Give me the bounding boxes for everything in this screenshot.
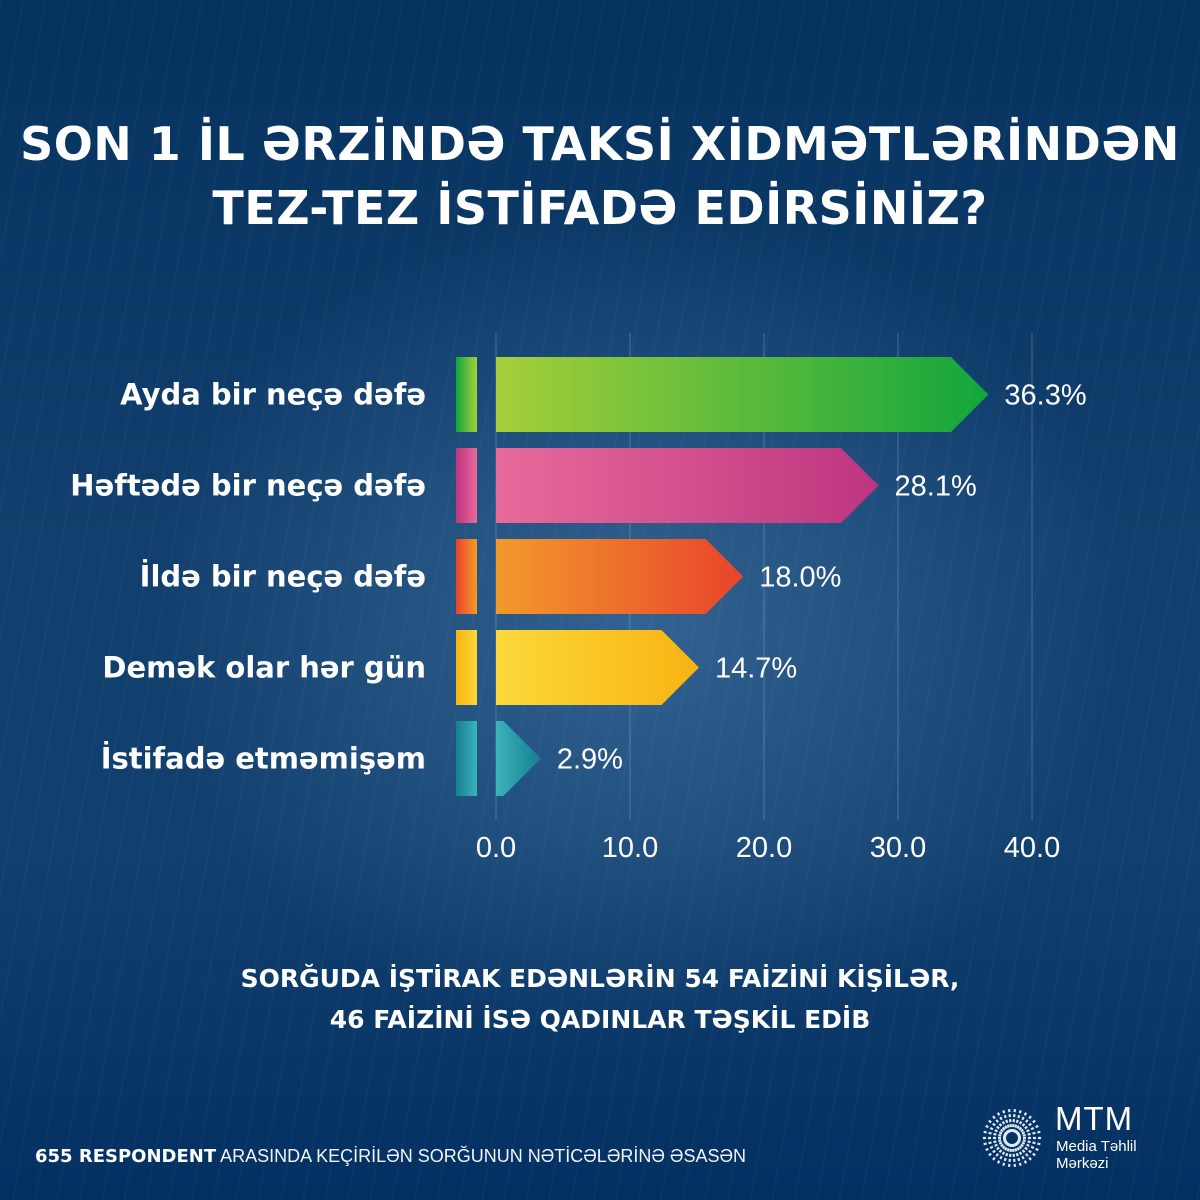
value-label: 28.1% [895, 471, 977, 503]
x-tick-label: 20.0 [736, 832, 792, 864]
value-labels: 36.3% 28.1% 18.0% 14.7% 2.9% [557, 380, 1087, 776]
logo-ray [1007, 1107, 1013, 1133]
value-label: 2.9% [557, 744, 623, 776]
title-line-2: TEZ-TEZ İSTİFADƏ EDİRSİNİZ? [212, 181, 988, 235]
logo-subtitle-line-2: Mərkəzi [1056, 1155, 1109, 1172]
logo-ray [991, 1114, 1009, 1135]
page-title: SON 1 İL ƏRZİNDƏ TAKSİ XİDMƏTLƏRİNDƏN TE… [0, 112, 1200, 240]
logo-ray [991, 1141, 1009, 1162]
bar-stub [456, 721, 477, 796]
logo-ray [996, 1142, 1010, 1166]
logo-ray [984, 1124, 1007, 1137]
x-tick-label: 30.0 [870, 832, 926, 864]
note-line-1: SORĞUDA İŞTİRAK EDƏNLƏRİN 54 FAİZİNİ KİŞ… [240, 964, 960, 993]
logo-ray [1001, 1143, 1012, 1168]
bar-stub [456, 448, 477, 523]
x-tick-label: 40.0 [1004, 832, 1060, 864]
logo-ray [1015, 1114, 1033, 1135]
logo-ray [1017, 1130, 1042, 1138]
logo-subtitle-line-1: Media Təhlil [1056, 1138, 1137, 1155]
logo-ray [1011, 1107, 1017, 1133]
bar-stub [456, 357, 477, 432]
logo-burst-icon [982, 1107, 1042, 1169]
bar [496, 539, 744, 614]
category-label: Ayda bir neçə dəfə [120, 378, 426, 412]
logo-ray [1017, 1139, 1040, 1152]
logo-name: MTM [1055, 1100, 1134, 1137]
logo-ray [987, 1118, 1008, 1136]
logo-ray [982, 1130, 1007, 1138]
logo-ray [1001, 1108, 1012, 1133]
mtm-logo: MTM Media Təhlil Mərkəzi [982, 1100, 1157, 1176]
category-label: İldə bir neçə dəfə [140, 560, 426, 594]
logo-ray [1015, 1141, 1033, 1162]
bar [496, 357, 989, 432]
bar [496, 721, 541, 796]
logo-ray [1016, 1118, 1037, 1136]
bar [496, 448, 879, 523]
footer-respondents: 655 RESPONDENT [35, 1146, 217, 1167]
value-label: 18.0% [759, 562, 841, 594]
x-tick-label: 0.0 [476, 832, 516, 864]
logo-ray [982, 1138, 1007, 1146]
x-tick-label: 10.0 [602, 832, 658, 864]
logo-ray [987, 1140, 1008, 1158]
value-label: 36.3% [1004, 380, 1086, 412]
logo-ray [1007, 1143, 1013, 1169]
logo-ray [1014, 1110, 1028, 1134]
logo-ray [984, 1139, 1007, 1152]
survey-note: SORĞUDA İŞTİRAK EDƏNLƏRİN 54 FAİZİNİ KİŞ… [0, 958, 1200, 1040]
footer-text: ARASINDA KEÇİRİLƏN SORĞUNUN NƏTİCƏLƏRİNƏ… [220, 1146, 747, 1166]
logo-ray [1014, 1142, 1028, 1166]
logo-ray [996, 1110, 1010, 1134]
logo-subtitle: Media Təhlil Mərkəzi [1056, 1138, 1137, 1172]
note-line-2: 46 FAİZİNİ İSƏ QADINLAR TƏŞKİL EDİB [329, 1005, 871, 1034]
x-tick-labels: 0.0 10.0 20.0 30.0 40.0 [476, 832, 1060, 864]
bar [496, 630, 699, 705]
bars [456, 357, 989, 796]
logo-ray [1017, 1138, 1042, 1146]
category-label: Həftədə bir neçə dəfə [70, 469, 426, 503]
category-label: Demək olar hər gün [102, 651, 426, 685]
bar-chart: Ayda bir neçə dəfə Həftədə bir neçə dəfə İ… [70, 333, 1087, 864]
category-labels: Ayda bir neçə dəfə Həftədə bir neçə dəfə İ… [70, 378, 426, 776]
logo-ray [1011, 1143, 1017, 1169]
bar-stub [456, 539, 477, 614]
footer-source: 655 RESPONDENT ARASINDA KEÇİRİLƏN SORĞUN… [35, 1146, 746, 1167]
logo-ray [1016, 1140, 1037, 1158]
bar-stub [456, 630, 477, 705]
category-label: İstifadə etməmişəm [101, 742, 426, 776]
value-label: 14.7% [715, 653, 797, 685]
logo-ray [1012, 1143, 1023, 1168]
logo-ray [1012, 1108, 1023, 1133]
logo-ray [1017, 1124, 1040, 1137]
title-line-1: SON 1 İL ƏRZİNDƏ TAKSİ XİDMƏTLƏRİNDƏN [20, 117, 1180, 171]
